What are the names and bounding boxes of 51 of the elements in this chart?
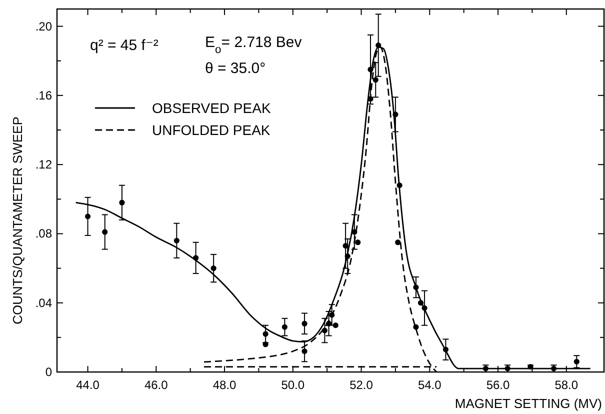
x-tick-label: 50.0: [281, 378, 305, 392]
x-tick-label: 46.0: [144, 378, 168, 392]
x-axis-title: MAGNET SETTING (MV): [454, 396, 602, 411]
y-axis-title: COUNTS/QUANTAMETER SWEEP: [10, 116, 25, 324]
annotation: θ = 35.0°: [205, 60, 266, 77]
point: [193, 255, 199, 261]
point: [302, 348, 308, 354]
x-tick-label: 54.0: [418, 378, 442, 392]
point: [413, 284, 419, 290]
x-tick-label: 58.0: [554, 378, 578, 392]
point: [344, 253, 350, 259]
x-tick-label: 56.0: [486, 378, 510, 392]
legend-label: OBSERVED PEAK: [152, 100, 272, 116]
point: [442, 346, 449, 352]
point: [395, 240, 401, 246]
point: [413, 324, 419, 330]
point: [262, 331, 268, 337]
point: [392, 112, 398, 118]
point: [342, 243, 348, 249]
point: [102, 229, 108, 235]
point: [282, 324, 288, 330]
point: [422, 305, 428, 311]
point: [418, 300, 424, 306]
y-tick-label: .04: [35, 296, 52, 310]
point: [372, 77, 378, 83]
point: [574, 358, 580, 364]
y-tick-label: .12: [35, 158, 52, 172]
y-tick-label: .20: [35, 19, 52, 34]
point: [355, 240, 361, 246]
legend-label: UNFOLDED PEAK: [152, 122, 271, 138]
point: [396, 182, 402, 188]
point: [302, 320, 308, 326]
y-tick-label: .16: [35, 88, 52, 102]
point: [329, 312, 335, 318]
point: [174, 238, 180, 244]
x-tick-label: 44.0: [76, 378, 100, 392]
annotation: q² = 45 f⁻²: [90, 37, 158, 54]
point: [119, 200, 125, 206]
point: [332, 322, 338, 328]
point: [326, 320, 332, 326]
point: [210, 265, 216, 272]
point: [322, 328, 328, 334]
y-tick-label: 0: [45, 365, 52, 379]
y-tick-label: .08: [35, 226, 52, 241]
point: [84, 214, 91, 220]
point: [368, 66, 374, 72]
point: [376, 42, 382, 48]
x-tick-label: 52.0: [350, 378, 374, 392]
annotation: E$_{o}$= 2.718 Bev: [205, 34, 302, 56]
point: [352, 229, 358, 235]
x-tick-label: 48.0: [212, 378, 237, 392]
